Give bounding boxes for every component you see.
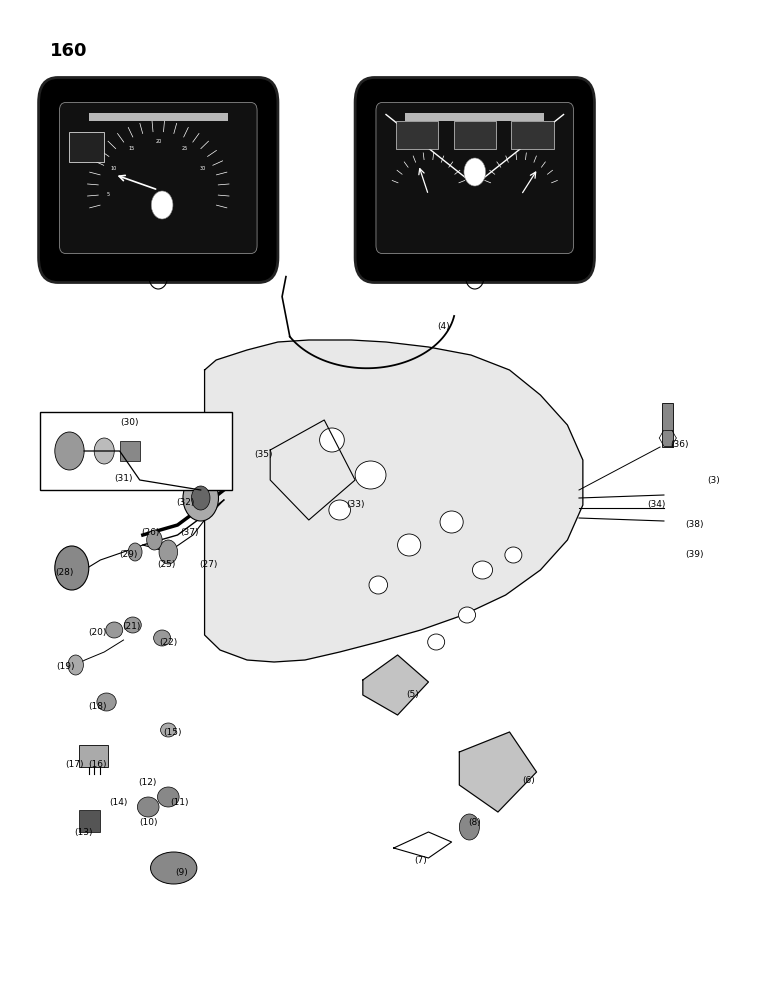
Ellipse shape	[505, 547, 522, 563]
Text: 15: 15	[129, 146, 135, 151]
Text: 1: 1	[155, 272, 161, 282]
Circle shape	[191, 486, 210, 510]
Ellipse shape	[124, 617, 141, 633]
FancyBboxPatch shape	[39, 78, 278, 283]
Text: (21): (21)	[122, 622, 141, 632]
Polygon shape	[459, 732, 537, 812]
Text: (29): (29)	[119, 550, 137, 558]
Text: (4): (4)	[438, 322, 450, 332]
Circle shape	[464, 158, 486, 186]
Ellipse shape	[369, 576, 388, 594]
Polygon shape	[120, 256, 197, 280]
Polygon shape	[436, 256, 513, 280]
Text: (19): (19)	[56, 662, 75, 672]
Circle shape	[183, 475, 218, 521]
Circle shape	[459, 814, 479, 840]
Ellipse shape	[151, 852, 197, 884]
Bar	[79, 810, 100, 832]
Text: (5): (5)	[407, 690, 419, 700]
Text: (27): (27)	[199, 560, 218, 568]
Text: (30): (30)	[120, 418, 139, 426]
Bar	[40, 412, 232, 490]
Bar	[79, 745, 108, 767]
Text: (17): (17)	[65, 760, 83, 768]
Text: (12): (12)	[138, 778, 157, 786]
Bar	[89, 112, 228, 120]
Ellipse shape	[459, 607, 476, 623]
Text: 25: 25	[181, 146, 188, 151]
Bar	[395, 121, 438, 149]
Text: (14): (14)	[109, 798, 127, 806]
Text: 2: 2	[472, 272, 478, 282]
Circle shape	[94, 438, 114, 464]
FancyBboxPatch shape	[355, 78, 594, 283]
Text: (8): (8)	[469, 818, 481, 826]
Text: 10: 10	[110, 166, 117, 171]
Circle shape	[151, 191, 173, 219]
Ellipse shape	[428, 634, 445, 650]
Circle shape	[128, 543, 142, 561]
Text: (20): (20)	[88, 628, 107, 637]
Circle shape	[68, 655, 83, 675]
Circle shape	[55, 546, 89, 590]
Bar	[453, 121, 496, 149]
Text: (7): (7)	[415, 856, 427, 864]
Ellipse shape	[440, 511, 463, 533]
Text: (16): (16)	[88, 760, 107, 768]
Bar	[405, 112, 544, 120]
Ellipse shape	[137, 797, 159, 817]
Text: (6): (6)	[523, 776, 535, 784]
FancyBboxPatch shape	[376, 103, 574, 254]
Text: (3): (3)	[708, 476, 720, 485]
Ellipse shape	[398, 534, 421, 556]
Text: (26): (26)	[141, 528, 160, 536]
Bar	[511, 121, 554, 149]
Ellipse shape	[106, 622, 123, 638]
FancyBboxPatch shape	[59, 103, 257, 254]
Polygon shape	[363, 655, 428, 715]
Text: (36): (36)	[670, 440, 689, 448]
Text: (39): (39)	[686, 550, 704, 558]
Text: (10): (10)	[140, 818, 158, 826]
Ellipse shape	[472, 561, 493, 579]
Text: 20: 20	[155, 139, 161, 144]
Text: (32): (32)	[176, 497, 195, 506]
Text: (11): (11)	[171, 798, 189, 806]
Bar	[69, 132, 104, 162]
Text: (22): (22)	[159, 638, 178, 647]
Circle shape	[159, 540, 178, 564]
Text: (25): (25)	[157, 560, 176, 568]
Text: (15): (15)	[163, 728, 181, 736]
Ellipse shape	[329, 500, 350, 520]
Text: (28): (28)	[55, 568, 73, 576]
Text: (18): (18)	[88, 702, 107, 712]
Text: 30: 30	[200, 166, 206, 171]
Text: (31): (31)	[114, 474, 133, 483]
Ellipse shape	[355, 461, 386, 489]
Ellipse shape	[157, 787, 179, 807]
Ellipse shape	[320, 428, 344, 452]
Bar	[120, 441, 140, 461]
Bar	[662, 403, 673, 447]
Text: (35): (35)	[254, 450, 273, 458]
Text: 5: 5	[107, 192, 110, 197]
Text: (33): (33)	[346, 499, 364, 508]
Text: (9): (9)	[175, 867, 188, 876]
Polygon shape	[205, 340, 583, 662]
Text: 160: 160	[50, 42, 88, 60]
Text: (34): (34)	[647, 499, 665, 508]
Text: (38): (38)	[686, 520, 704, 528]
Text: (37): (37)	[181, 528, 199, 536]
Ellipse shape	[154, 630, 171, 646]
Ellipse shape	[161, 723, 176, 737]
Text: (13): (13)	[74, 828, 93, 836]
Circle shape	[147, 530, 162, 550]
Ellipse shape	[97, 693, 116, 711]
Circle shape	[55, 432, 84, 470]
